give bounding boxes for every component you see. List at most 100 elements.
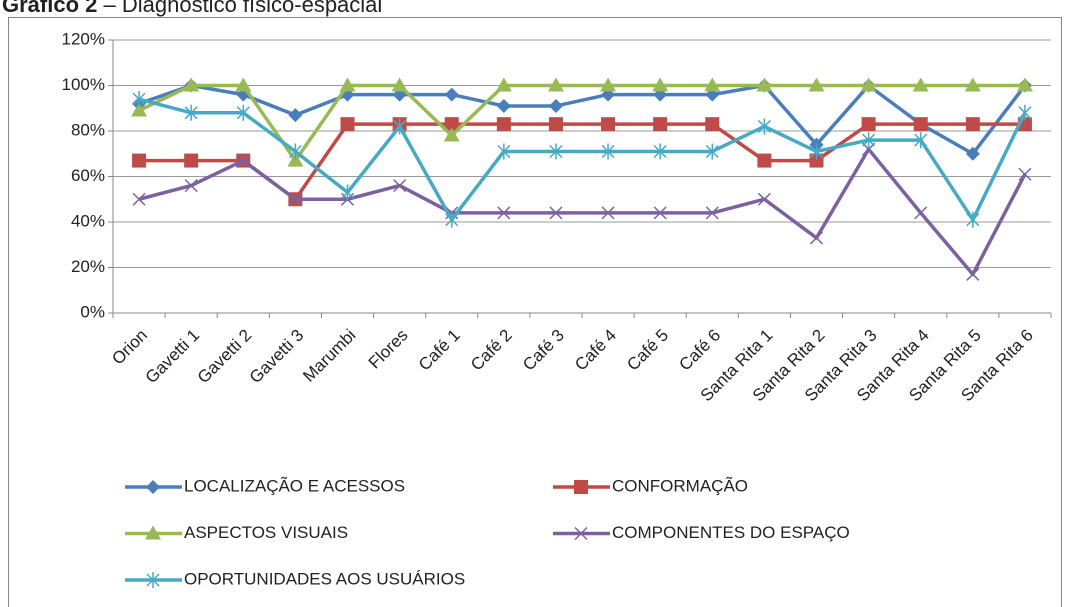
marker — [601, 206, 615, 220]
marker — [914, 132, 928, 149]
marker — [236, 154, 250, 168]
marker — [548, 117, 563, 132]
x-tick-label: Café 2 — [467, 326, 516, 375]
marker — [495, 77, 512, 92]
series-line — [138, 83, 1027, 156]
marker — [860, 77, 877, 92]
marker — [131, 102, 148, 117]
marker — [288, 192, 302, 206]
marker — [653, 117, 668, 132]
marker — [184, 179, 198, 193]
y-tick-label: 100% — [62, 75, 105, 94]
marker — [1018, 167, 1032, 181]
chart-title: Gráfico 2 — [2, 0, 97, 17]
marker — [705, 143, 719, 160]
marker — [443, 127, 460, 142]
marker — [288, 143, 302, 160]
marker — [132, 192, 146, 206]
marker — [861, 117, 876, 132]
marker — [757, 192, 771, 206]
marker — [184, 153, 199, 168]
marker — [549, 143, 563, 160]
legend-label: ASPECTOS VISUAIS — [184, 523, 348, 542]
marker — [444, 117, 459, 132]
marker — [757, 118, 771, 135]
x-tick-label: Café 4 — [571, 326, 620, 375]
y-tick-label: 60% — [71, 166, 105, 185]
marker — [809, 231, 824, 245]
x-tick-label: Marumbi — [299, 326, 359, 386]
marker — [444, 87, 459, 102]
marker — [183, 77, 200, 92]
y-tick-label: 20% — [71, 257, 105, 276]
marker — [600, 77, 617, 92]
marker — [146, 572, 160, 588]
legend-label: OPORTUNIDADES AOS USUÁRIOS — [184, 569, 465, 588]
marker — [340, 184, 355, 201]
marker — [184, 104, 198, 121]
marker — [912, 77, 929, 92]
y-tick-label: 40% — [71, 211, 105, 230]
marker — [574, 480, 588, 494]
marker — [1016, 77, 1033, 92]
marker — [808, 77, 825, 92]
chart-border — [8, 17, 1062, 607]
marker — [132, 91, 146, 108]
marker — [756, 77, 773, 92]
marker — [340, 117, 355, 132]
y-tick-label: 120% — [62, 29, 105, 48]
marker — [548, 98, 563, 113]
marker — [496, 98, 511, 113]
marker — [913, 117, 928, 132]
marker — [288, 108, 303, 123]
x-tick-label: Café 1 — [415, 326, 464, 375]
marker — [145, 525, 161, 540]
marker — [653, 206, 667, 220]
marker — [965, 146, 980, 161]
marker — [809, 153, 824, 168]
marker — [757, 153, 772, 168]
marker — [236, 104, 250, 121]
marker — [497, 206, 511, 220]
marker — [235, 77, 252, 92]
marker — [862, 132, 876, 149]
chart-subtitle: – Diagnóstico físico-espacial — [104, 0, 383, 17]
series-line — [138, 97, 1027, 222]
marker — [809, 143, 824, 160]
marker — [574, 526, 588, 541]
x-tick-label: Gavetti 2 — [194, 326, 256, 388]
chart-title-wrap: Gráfico 2 – Diagnóstico físico-espacial — [2, 0, 382, 17]
x-tick-label: Café 5 — [623, 326, 672, 375]
x-tick-label: Café 3 — [519, 326, 568, 375]
x-tick-label: Gavetti 3 — [246, 326, 308, 388]
marker — [339, 77, 356, 92]
legend-label: LOCALIZAÇÃO E ACESSOS — [184, 476, 405, 495]
marker — [966, 267, 980, 281]
marker — [549, 206, 563, 220]
marker — [601, 117, 616, 132]
marker — [497, 143, 511, 160]
marker — [393, 179, 407, 193]
legend-label: CONFORMAÇÃO — [612, 476, 748, 495]
x-tick-label: Orion — [108, 326, 151, 369]
marker — [445, 211, 459, 228]
marker — [601, 143, 615, 160]
marker — [287, 152, 304, 167]
marker — [393, 118, 407, 135]
marker — [964, 77, 981, 92]
x-tick-label: Flores — [365, 326, 412, 373]
series-line — [138, 147, 1027, 277]
marker — [132, 153, 147, 168]
marker — [391, 77, 408, 92]
marker — [652, 77, 669, 92]
marker — [705, 206, 719, 220]
marker — [914, 206, 928, 220]
marker — [496, 117, 511, 132]
marker — [705, 117, 720, 132]
marker — [862, 142, 876, 156]
y-tick-label: 80% — [71, 120, 105, 139]
marker — [146, 480, 160, 494]
y-tick-label: 0% — [80, 302, 105, 321]
marker — [547, 77, 564, 92]
